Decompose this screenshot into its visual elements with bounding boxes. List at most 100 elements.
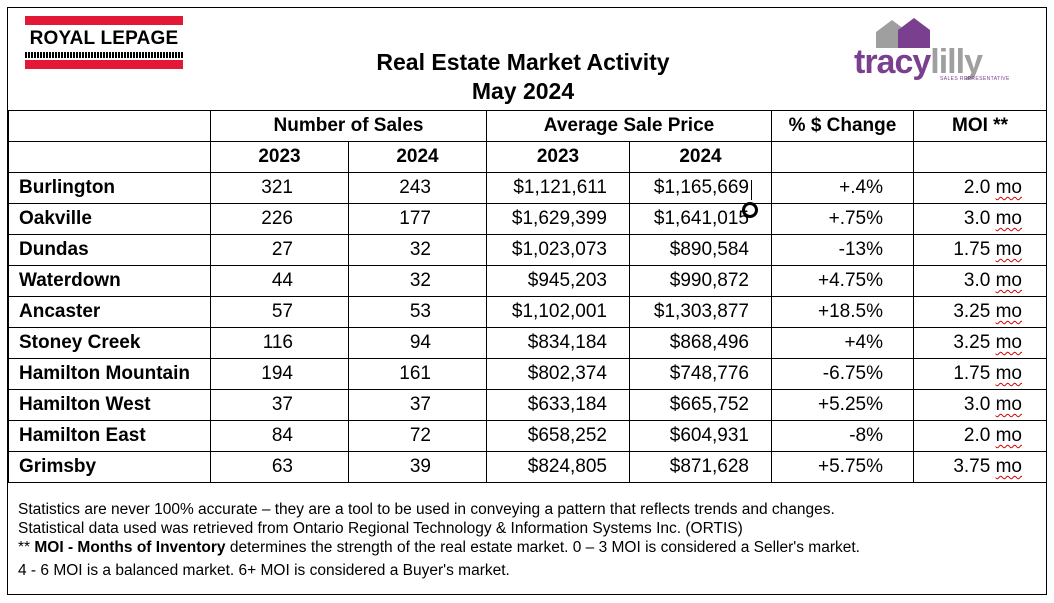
moi-cell: 3.25 mo: [913, 296, 1047, 328]
sales-2023-cell: 37: [210, 389, 349, 421]
price-2023-cell: $1,121,611: [486, 172, 630, 204]
city-cell: Dundas: [8, 234, 211, 266]
sales-2023-cell: 57: [210, 296, 349, 328]
header-price-2024: 2024: [629, 141, 772, 173]
moi-cell: 2.0 mo: [913, 420, 1047, 452]
sales-2024-cell: 53: [348, 296, 487, 328]
header-sales-2023: 2023: [210, 141, 349, 173]
moi-value: 3.0: [963, 208, 991, 229]
header-blank: [8, 141, 211, 173]
moi-unit: mo: [995, 270, 1022, 291]
table-row: Ancaster 57 53 $1,102,001 $1,303,877 +18.5% 3.…: [8, 296, 1047, 328]
price-2023-cell: $802,374: [486, 358, 630, 390]
sales-2024-cell: 161: [348, 358, 487, 390]
house-icon: [876, 18, 930, 48]
price-2023-cell: $658,252: [486, 420, 630, 452]
sales-2024-cell: 94: [348, 327, 487, 359]
note-3-rest: determines the strength of the real esta…: [225, 539, 860, 556]
tracylilly-logo: tracylilly SALES REPRESENTATIVE: [844, 18, 1034, 88]
change-cell: +.75%: [771, 203, 914, 235]
price-2024-cell: $990,872: [629, 265, 772, 297]
price-2023-cell: $1,102,001: [486, 296, 630, 328]
sales-2024-cell: 39: [348, 451, 487, 483]
city-cell: Hamilton Mountain: [8, 358, 211, 390]
note-2: Statistical data used was retrieved from…: [18, 520, 743, 537]
moi-cell: 2.0 mo: [913, 172, 1047, 204]
change-cell: +18.5%: [771, 296, 914, 328]
wordmark-part-2: lilly: [930, 43, 983, 81]
moi-value: 2.0: [963, 177, 991, 198]
city-cell: Waterdown: [8, 265, 211, 297]
sales-2023-cell: 63: [210, 451, 349, 483]
price-2024-cell: $1,303,877: [629, 296, 772, 328]
city-cell: Burlington: [8, 172, 211, 204]
table-row: Hamilton Mountain 194 161 $802,374 $748,776-…: [8, 358, 1047, 390]
header-blank: [771, 141, 914, 173]
logo-red-bar-bottom: [25, 60, 183, 69]
note-4: 4 - 6 MOI is a balanced market. 6+ MOI i…: [18, 562, 510, 579]
table-row: Burlington 321 243 $1,121,611 $1,165,669 +.4%…: [8, 172, 1047, 204]
change-cell: +5.25%: [771, 389, 914, 421]
sales-2024-cell: 72: [348, 420, 487, 452]
city-cell: Hamilton East: [8, 420, 211, 452]
table-row: Hamilton East 84 72 $658,252 $604,931 -8% 2.0 …: [8, 420, 1047, 452]
header-price-2023: 2023: [486, 141, 630, 173]
header-row-2: 2023 2024 2023 2024: [8, 141, 1047, 173]
table-row: Waterdown 44 32 $945,203 $990,872 +4.75% 3.0 m…: [8, 265, 1047, 297]
change-cell: -8%: [771, 420, 914, 452]
note-1: Statistics are never 100% accurate – the…: [18, 501, 835, 518]
note-3-prefix: **: [18, 539, 35, 556]
moi-unit: mo: [995, 301, 1022, 322]
price-2024-cell: $1,165,669: [629, 172, 772, 204]
city-cell: Oakville: [8, 203, 211, 235]
price-2023-cell: $1,023,073: [486, 234, 630, 266]
table-row: Hamilton West 37 37 $633,184 $665,752 +5.25% 3…: [8, 389, 1047, 421]
title-line-2: May 2024: [471, 78, 575, 104]
sales-2023-cell: 27: [210, 234, 349, 266]
header-number-of-sales: Number of Sales: [210, 110, 487, 142]
moi-unit: mo: [995, 363, 1022, 384]
sales-2023-cell: 116: [210, 327, 349, 359]
sales-2023-cell: 226: [210, 203, 349, 235]
header-average-sale-price: Average Sale Price: [486, 110, 772, 142]
note-3: ** MOI - Months of Inventory determines …: [18, 538, 1038, 557]
table-row: Stoney Creek 116 94 $834,184 $868,496 +4% 3.25…: [8, 327, 1047, 359]
price-2024-cell: $871,628: [629, 451, 772, 483]
sales-2023-cell: 84: [210, 420, 349, 452]
price-2023-cell: $834,184: [486, 327, 630, 359]
change-cell: +4.75%: [771, 265, 914, 297]
sales-2024-cell: 177: [348, 203, 487, 235]
city-cell: Stoney Creek: [8, 327, 211, 359]
price-2024-cell: $1,641,015: [629, 203, 772, 235]
change-cell: +.4%: [771, 172, 914, 204]
moi-unit: mo: [995, 239, 1022, 260]
tracylilly-wordmark: tracylilly: [854, 43, 983, 81]
change-cell: -6.75%: [771, 358, 914, 390]
price-2023-cell: $824,805: [486, 451, 630, 483]
note-3-bold: MOI - Months of Inventory: [34, 539, 226, 556]
moi-unit: mo: [995, 425, 1022, 446]
change-cell: +4%: [771, 327, 914, 359]
moi-cell: 3.75 mo: [913, 451, 1047, 483]
sales-2024-cell: 32: [348, 265, 487, 297]
moi-unit: mo: [995, 332, 1022, 353]
moi-value: 3.75: [953, 456, 991, 477]
price-2024-cell: $604,931: [629, 420, 772, 452]
moi-unit: mo: [995, 208, 1022, 229]
moi-cell: 3.0 mo: [913, 203, 1047, 235]
logo-stripe: [25, 52, 183, 58]
moi-value: 2.0: [963, 425, 991, 446]
moi-value: 1.75: [953, 363, 991, 384]
document-frame: [7, 7, 1047, 595]
market-activity-table: Number of Sales Average Sale Price % $ C…: [8, 110, 1047, 483]
royal-lepage-logo: ROYAL LEPAGE: [25, 14, 183, 70]
moi-cell: 3.0 mo: [913, 389, 1047, 421]
change-cell: -13%: [771, 234, 914, 266]
city-cell: Ancaster: [8, 296, 211, 328]
header-blank: [8, 110, 211, 142]
table-row: Dundas 27 32 $1,023,073 $890,584 -13% 1.75 mo: [8, 234, 1047, 266]
moi-unit: mo: [995, 456, 1022, 477]
logo-red-bar-top: [25, 16, 183, 25]
moi-cell: 3.0 mo: [913, 265, 1047, 297]
wordmark-part-1: tracy: [854, 43, 931, 81]
